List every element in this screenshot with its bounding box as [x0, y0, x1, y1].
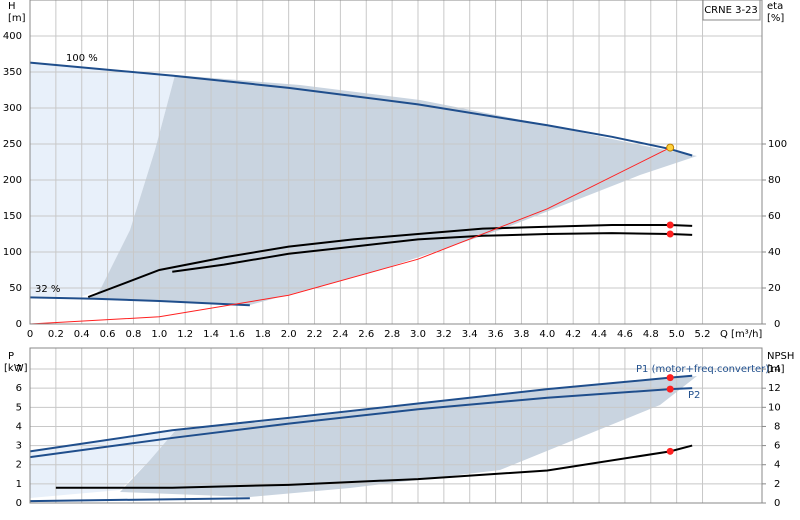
x-tick-label: 0.4: [74, 329, 90, 340]
curve-label: 32 %: [35, 284, 60, 295]
curve: [172, 232, 693, 273]
x-tick-label: 2.6: [358, 329, 374, 340]
y-tick-label: 0: [16, 319, 22, 330]
y-tick-label: 2: [16, 460, 22, 471]
y-tick-label: 50: [9, 283, 22, 294]
y2-tick-label: 0: [774, 319, 780, 330]
y2-tick-label: 14: [768, 364, 781, 375]
y-tick-label: 250: [3, 139, 22, 150]
chart-title: CRNE 3-23: [704, 5, 758, 16]
y-tick-label: 0: [16, 498, 22, 509]
y-tick-label: 1: [16, 479, 22, 490]
x-tick-label: 3.8: [513, 329, 529, 340]
y-axis-label: H: [8, 1, 16, 12]
y-tick-label: 3: [16, 441, 22, 452]
x-tick-label: 1.0: [151, 329, 167, 340]
curve: [29, 147, 671, 325]
y-tick-label: 100: [3, 247, 22, 258]
x-tick-label: 4.2: [565, 329, 581, 340]
y2-tick-label: 40: [768, 247, 781, 258]
y2-tick-label: 20: [768, 283, 781, 294]
y-tick-label: 7: [16, 364, 22, 375]
x-tick-label: 1.2: [177, 329, 193, 340]
curve: [87, 224, 693, 298]
x-tick-label: 0.8: [126, 329, 142, 340]
y2-tick-label: 0: [774, 498, 780, 509]
x-tick-label: 5.2: [695, 329, 711, 340]
operating-region: [90, 75, 697, 305]
duty-point: [666, 221, 674, 229]
mark-layer: [29, 61, 693, 503]
x-tick-label: 4.8: [643, 329, 659, 340]
y-tick-label: 350: [3, 67, 22, 78]
plot-frame: [29, 0, 763, 325]
curve: [29, 296, 250, 307]
duty-point: [666, 385, 674, 393]
y2-tick-label: 8: [774, 421, 780, 432]
duty-point: [666, 230, 674, 238]
x-tick-label: 3.2: [436, 329, 452, 340]
title-box: [702, 0, 761, 21]
y2-tick-label: 6: [774, 441, 780, 452]
duty-point: [666, 374, 674, 382]
x-tick-label: 5.0: [669, 329, 685, 340]
y2-tick-label: 12: [768, 383, 781, 394]
curve: [29, 61, 693, 157]
x-tick-label: 0.6: [100, 329, 116, 340]
curve-label: 100 %: [66, 53, 98, 64]
x-tick-label: 1.6: [229, 329, 245, 340]
y-tick-label: 300: [3, 103, 22, 114]
x-tick-label: 2.2: [307, 329, 323, 340]
x-tick-label: 4.6: [617, 329, 633, 340]
x-axis-label: Q [m³/h]: [720, 329, 762, 340]
duty-point: [666, 447, 674, 455]
x-tick-label: 4.4: [591, 329, 607, 340]
y-tick-label: 150: [3, 211, 22, 222]
x-tick-label: 1.8: [255, 329, 271, 340]
y2-tick-label: 80: [768, 175, 781, 186]
curve-label: P2: [688, 390, 700, 401]
y2-tick-label: 100: [768, 139, 787, 150]
y2-tick-label: 2: [774, 479, 780, 490]
y2-tick-label: 60: [768, 211, 781, 222]
y2-axis-label: eta: [767, 1, 783, 12]
x-tick-label: 3.4: [462, 329, 478, 340]
x-tick-label: 3.6: [488, 329, 504, 340]
y-axis-unit: [kW]: [4, 363, 28, 374]
y-tick-label: 6: [16, 383, 22, 394]
y-axis-unit: [m]: [8, 13, 26, 24]
curve: [29, 497, 250, 503]
curve-label: P1 (motor+freq.converter): [636, 364, 769, 375]
y2-axis-unit: [m]: [767, 364, 785, 375]
y2-axis-unit: [%]: [767, 13, 784, 24]
y-axis-label: P: [8, 351, 14, 362]
x-tick-label: 1.4: [203, 329, 219, 340]
duty-point: [666, 143, 675, 152]
x-tick-label: 2.0: [281, 329, 297, 340]
y-tick-label: 5: [16, 402, 22, 413]
x-tick-label: 0.2: [48, 329, 64, 340]
y2-axis-label: NPSH: [767, 351, 794, 362]
y-tick-label: 4: [16, 421, 22, 432]
x-tick-label: 2.4: [332, 329, 348, 340]
x-tick-label: 2.8: [384, 329, 400, 340]
operating-region: [120, 376, 697, 497]
y2-tick-label: 10: [768, 402, 781, 413]
y2-tick-label: 4: [774, 460, 780, 471]
x-tick-label: 4.0: [539, 329, 555, 340]
y-tick-label: 200: [3, 175, 22, 186]
plot-frame: [29, 347, 763, 504]
y-tick-label: 400: [3, 31, 22, 42]
x-tick-label: 0: [27, 329, 33, 340]
x-tick-label: 3.0: [410, 329, 426, 340]
